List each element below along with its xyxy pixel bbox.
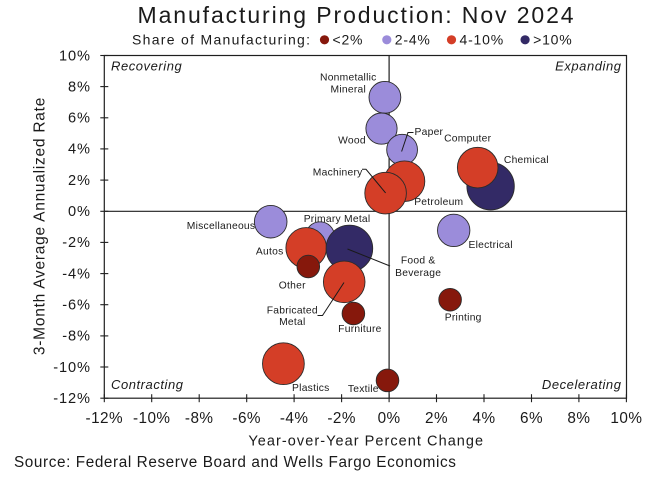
svg-text:10%: 10% (610, 410, 642, 427)
svg-text:Miscellaneous: Miscellaneous (187, 221, 256, 232)
svg-text:6%: 6% (520, 410, 543, 427)
svg-text:2-4%: 2-4% (395, 32, 431, 48)
svg-text:Beverage: Beverage (395, 268, 441, 279)
svg-text:Furniture: Furniture (338, 324, 381, 335)
svg-text:Decelerating: Decelerating (542, 377, 622, 392)
svg-text:Textile: Textile (348, 384, 379, 395)
svg-text:Recovering: Recovering (111, 59, 182, 74)
svg-text:2%: 2% (68, 173, 91, 189)
svg-text:-8%: -8% (185, 410, 214, 427)
svg-text:8%: 8% (567, 410, 590, 427)
svg-text:Primary Metal: Primary Metal (304, 214, 371, 225)
svg-text:8%: 8% (68, 79, 91, 95)
svg-text:-12%: -12% (86, 410, 124, 427)
svg-text:Year-over-Year Percent Change: Year-over-Year Percent Change (248, 434, 484, 450)
svg-text:>10%: >10% (533, 32, 572, 48)
svg-text:3-Month Average Annualized Rat: 3-Month Average Annualized Rate (32, 97, 49, 355)
svg-text:Autos: Autos (256, 247, 284, 258)
svg-text:2%: 2% (425, 410, 448, 427)
svg-text:Metal: Metal (279, 317, 305, 328)
svg-text:Food &: Food & (401, 256, 436, 267)
svg-text:Machinery: Machinery (313, 168, 363, 179)
svg-text:Printing: Printing (445, 313, 482, 324)
svg-text:4%: 4% (472, 410, 495, 427)
svg-text:Wood: Wood (338, 136, 366, 147)
svg-text:-6%: -6% (232, 410, 261, 427)
svg-text:6%: 6% (68, 111, 91, 127)
svg-text:10%: 10% (59, 48, 91, 64)
svg-text:-4%: -4% (62, 266, 91, 282)
svg-text:Plastics: Plastics (292, 383, 329, 394)
svg-text:-8%: -8% (62, 329, 91, 345)
svg-text:Chemical: Chemical (504, 155, 549, 166)
svg-text:Expanding: Expanding (555, 59, 622, 74)
svg-text:-10%: -10% (133, 410, 171, 427)
svg-text:Nonmetallic: Nonmetallic (320, 73, 377, 84)
svg-text:Petroleum: Petroleum (414, 197, 463, 208)
svg-text:Manufacturing Production: Nov: Manufacturing Production: Nov 2024 (138, 2, 576, 28)
svg-text:-2%: -2% (62, 235, 91, 251)
svg-text:-4%: -4% (280, 410, 309, 427)
svg-text:Computer: Computer (444, 134, 492, 145)
svg-text:Electrical: Electrical (469, 240, 513, 251)
svg-text:Contracting: Contracting (111, 377, 184, 392)
svg-text:-12%: -12% (53, 391, 91, 407)
svg-text:-6%: -6% (62, 298, 91, 314)
svg-text:Mineral: Mineral (331, 85, 367, 96)
svg-text:Source: Federal Reserve Board: Source: Federal Reserve Board and Wells … (14, 454, 457, 471)
svg-text:Other: Other (279, 281, 306, 292)
svg-text:<2%: <2% (333, 32, 364, 48)
svg-text:0%: 0% (68, 204, 91, 220)
svg-text:Fabricated: Fabricated (267, 306, 318, 317)
svg-text:-10%: -10% (53, 360, 91, 376)
svg-text:-2%: -2% (327, 410, 356, 427)
svg-text:Paper: Paper (415, 127, 444, 138)
svg-text:4%: 4% (68, 142, 91, 158)
svg-text:Share of Manufacturing:: Share of Manufacturing: (132, 32, 311, 48)
svg-text:0%: 0% (378, 410, 401, 427)
svg-text:4-10%: 4-10% (460, 32, 504, 48)
